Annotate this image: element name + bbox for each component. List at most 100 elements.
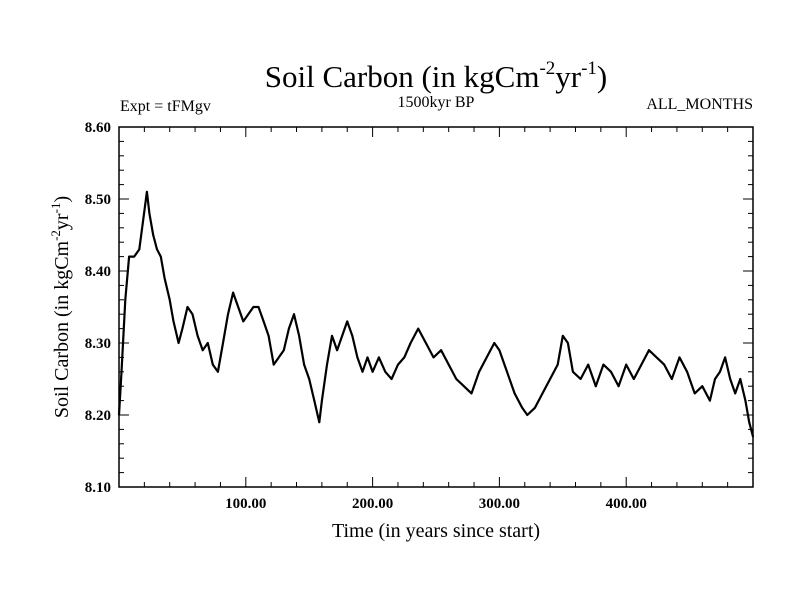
data-point	[133, 255, 136, 258]
data-point	[217, 370, 219, 373]
data-point	[566, 342, 569, 344]
data-point	[366, 356, 369, 359]
data-point	[748, 421, 751, 424]
data-point	[587, 363, 590, 366]
data-point	[128, 255, 131, 258]
data-point	[356, 356, 359, 359]
data-point	[493, 342, 496, 344]
data-point	[237, 306, 240, 308]
data-point	[303, 363, 306, 366]
data-point	[561, 334, 564, 337]
data-point	[191, 313, 194, 316]
data-point	[744, 399, 747, 402]
data-point	[351, 334, 354, 337]
y-tick-label: 8.50	[85, 192, 111, 208]
y-axis-label: Soil Carbon (in kgCm-2yr-1)	[48, 196, 73, 418]
x-tick-label: 300.00	[479, 496, 520, 512]
data-point	[318, 421, 321, 424]
data-point	[326, 363, 328, 366]
data-point	[752, 435, 754, 438]
data-point	[513, 392, 516, 395]
data-point	[572, 370, 574, 373]
data-point	[196, 334, 199, 337]
data-point	[534, 406, 536, 409]
data-point	[186, 306, 189, 308]
data-point	[549, 378, 552, 380]
data-point	[447, 363, 450, 366]
series-group	[117, 190, 755, 438]
data-point	[384, 370, 387, 373]
data-point	[556, 363, 559, 366]
data-point	[120, 370, 123, 373]
data-point	[498, 349, 501, 352]
data-point	[211, 363, 214, 366]
data-point	[145, 190, 148, 193]
data-point	[686, 370, 688, 373]
data-point	[267, 334, 270, 337]
data-point	[346, 320, 349, 323]
data-point	[298, 334, 300, 337]
data-point	[282, 349, 285, 352]
data-point	[734, 392, 737, 395]
x-tick-label: 200.00	[352, 496, 393, 512]
data-point	[142, 219, 144, 222]
data-point	[594, 385, 597, 388]
data-point	[257, 306, 260, 308]
data-point	[313, 399, 316, 402]
data-point	[232, 291, 235, 294]
data-point	[663, 363, 666, 366]
data-point	[455, 378, 458, 380]
data-point	[206, 342, 209, 344]
x-axis-label: Time (in years since start)	[332, 520, 540, 542]
x-tick-label: 400.00	[606, 496, 647, 512]
data-point	[159, 255, 162, 258]
data-point	[521, 406, 524, 409]
data-point	[708, 399, 711, 402]
data-point	[152, 234, 155, 236]
data-point	[440, 349, 442, 352]
data-point	[541, 392, 544, 395]
data-point	[729, 378, 732, 380]
data-point	[118, 414, 120, 416]
data-point	[331, 334, 333, 337]
data-point	[320, 399, 323, 402]
plot-frame	[118, 126, 754, 488]
data-point	[148, 212, 151, 215]
data-point	[617, 385, 620, 388]
data-point	[247, 313, 250, 316]
data-point	[610, 370, 612, 373]
data-point	[163, 277, 166, 280]
data-point	[579, 378, 582, 380]
data-point	[719, 370, 721, 373]
data-point	[252, 306, 255, 308]
y-tick-label: 8.10	[85, 480, 111, 496]
axis-ticks	[119, 127, 753, 487]
data-point	[625, 363, 628, 366]
data-point	[172, 320, 175, 323]
data-point	[288, 327, 290, 330]
data-point	[336, 349, 338, 352]
data-point	[371, 370, 374, 373]
y-tick-label: 8.60	[85, 120, 111, 136]
data-point	[640, 363, 643, 366]
data-point	[724, 356, 727, 359]
data-point	[308, 378, 311, 380]
data-point	[432, 356, 435, 359]
data-point	[272, 363, 275, 366]
data-point	[277, 356, 280, 359]
data-point	[403, 356, 406, 359]
data-point	[227, 313, 229, 316]
data-point	[177, 342, 180, 344]
data-point	[262, 320, 265, 323]
data-point	[478, 370, 481, 373]
data-point	[470, 392, 473, 395]
y-tick-label: 8.30	[85, 336, 111, 352]
data-point	[670, 378, 673, 380]
expt-label: Expt = tFMgv	[120, 98, 211, 115]
series-line	[117, 190, 755, 437]
data-point	[361, 370, 364, 373]
data-point	[222, 342, 224, 344]
data-point	[632, 378, 635, 380]
data-point	[526, 414, 529, 416]
data-point	[138, 248, 141, 251]
